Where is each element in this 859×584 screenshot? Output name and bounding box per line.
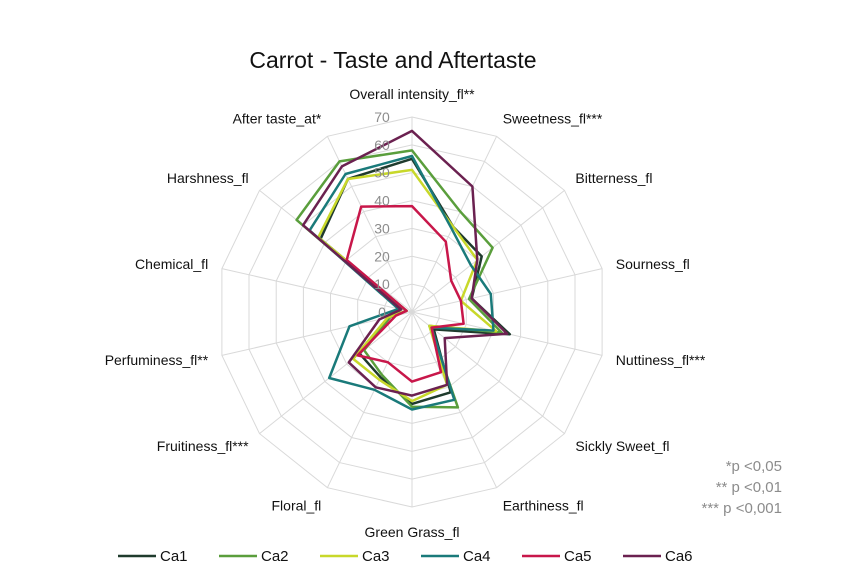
legend-label: Ca5	[564, 548, 592, 565]
tick-label: 70	[374, 109, 390, 125]
axis-label: Nuttiness_fl***	[616, 352, 706, 368]
tick-label: 60	[374, 137, 390, 153]
tick-labels: 0 10 20 30 40 50 60 70	[374, 109, 390, 320]
series-ca5	[345, 204, 465, 383]
tick-label: 20	[374, 248, 390, 264]
grid-spoke	[411, 268, 603, 313]
significance-note: *p <0,05	[726, 458, 782, 475]
legend-label: Ca6	[665, 548, 693, 565]
radar-grid	[221, 116, 603, 508]
grid-spoke	[259, 311, 413, 434]
significance-note: ** p <0,01	[716, 479, 782, 496]
tick-label: 0	[378, 304, 386, 320]
axis-label: Sickly Sweet_fl	[575, 438, 669, 454]
series-ca6	[301, 129, 509, 397]
axis-label: Green Grass_fl	[365, 524, 460, 540]
axis-label: Sourness_fl	[616, 256, 690, 272]
axis-label: Perfuminess_fl**	[105, 352, 209, 368]
grid-spoke	[326, 311, 413, 488]
significance-notes: *p <0,05 ** p <0,01 *** p <0,001	[702, 458, 783, 517]
grid-spoke	[411, 311, 565, 434]
tick-label: 40	[374, 193, 390, 209]
axis-label: Harshness_fl	[167, 170, 249, 186]
axis-label: Floral_fl	[272, 498, 322, 514]
legend-label: Ca4	[463, 548, 491, 565]
significance-note: *** p <0,001	[702, 500, 783, 517]
chart-title: Carrot - Taste and Aftertaste	[249, 47, 536, 73]
grid-spoke	[221, 268, 413, 313]
axis-label: Earthiness_fl	[503, 498, 584, 514]
grid-spoke	[411, 190, 565, 313]
axis-label: After taste_at*	[233, 110, 322, 126]
legend: Ca1 Ca2 Ca3 Ca4 Ca5 Ca6	[118, 548, 693, 565]
axis-label: Fruitiness_fl***	[157, 438, 249, 454]
tick-label: 50	[374, 165, 390, 181]
tick-label: 30	[374, 220, 390, 236]
legend-label: Ca3	[362, 548, 390, 565]
tick-label: 10	[374, 276, 390, 292]
radar-series	[295, 129, 512, 411]
axis-label: Overall intensity_fl**	[349, 86, 475, 102]
grid-spoke	[411, 136, 498, 313]
legend-label: Ca2	[261, 548, 289, 565]
axis-labels: Overall intensity_fl** Sweetness_fl*** Bit…	[105, 86, 706, 540]
axis-label: Sweetness_fl***	[503, 110, 603, 126]
legend-label: Ca1	[160, 548, 188, 565]
axis-label: Chemical_fl	[135, 256, 208, 272]
axis-label: Bitterness_fl	[575, 170, 652, 186]
